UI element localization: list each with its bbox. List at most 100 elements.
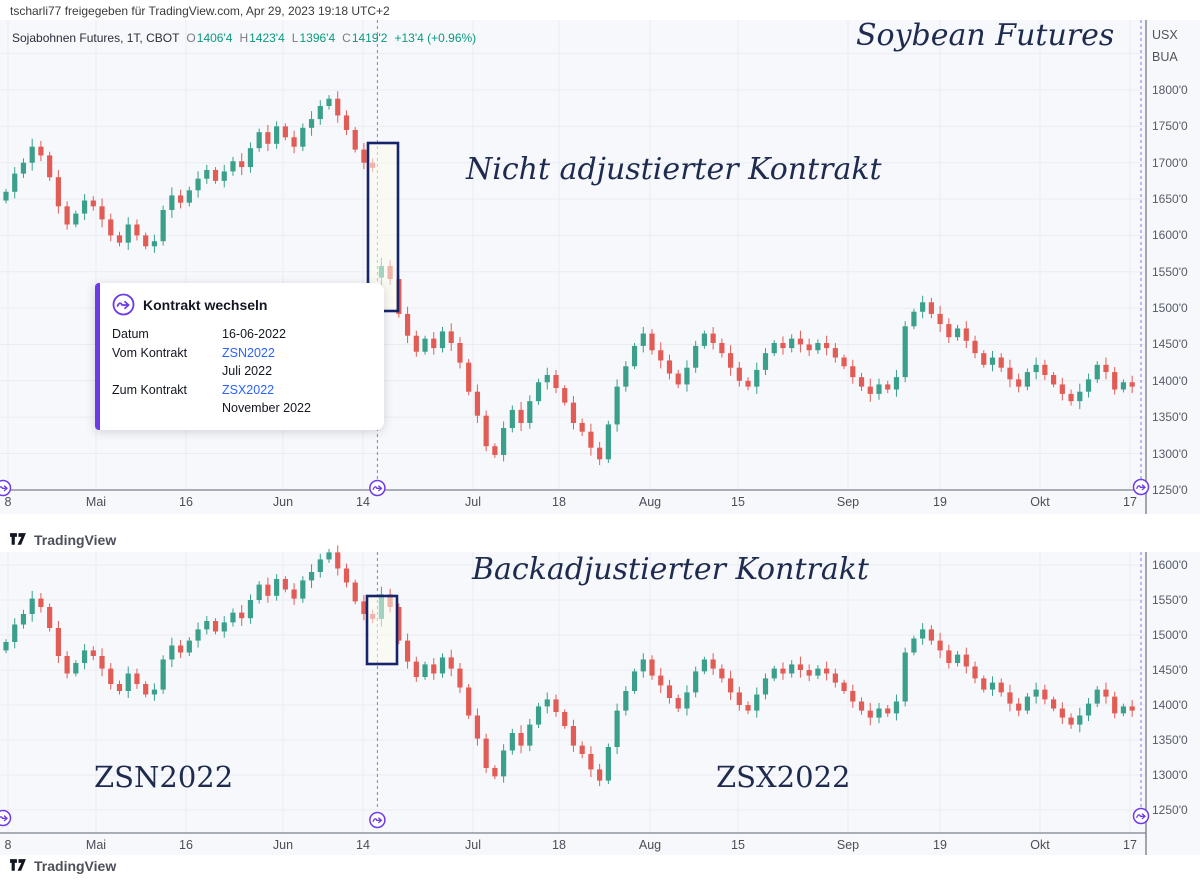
time-label[interactable]: 19 — [933, 838, 947, 852]
time-label[interactable]: 14 — [356, 495, 370, 509]
candle-body — [12, 624, 18, 642]
time-label[interactable]: Aug — [638, 838, 662, 852]
price-label[interactable]: 1750'0 — [1152, 119, 1188, 134]
price-label[interactable]: 1550'0 — [1152, 264, 1188, 279]
time-label[interactable]: Sep — [836, 838, 860, 852]
time-label[interactable]: Jul — [465, 495, 481, 509]
price-label[interactable]: 1550'0 — [1152, 593, 1188, 607]
price-label[interactable]: 1600'0 — [1152, 558, 1188, 572]
switch-highlight-box[interactable] — [365, 594, 399, 666]
bottom-chart-panel[interactable] — [0, 552, 1200, 855]
candle-body — [1112, 372, 1118, 390]
candle-body — [981, 678, 987, 690]
legend-ohlc-letter: O — [186, 31, 196, 45]
time-label[interactable]: Aug — [638, 495, 662, 509]
contract-switch-marker-icon[interactable] — [0, 479, 12, 497]
candle-body — [614, 386, 620, 425]
time-label[interactable]: 17 — [1123, 495, 1137, 509]
legend-ohlc-letter: L — [291, 31, 299, 45]
contract-switch-marker-icon[interactable] — [1132, 478, 1150, 496]
candle-body — [29, 146, 35, 163]
tradingview-logo[interactable]: TradingView — [9, 531, 116, 548]
annotation-main-title[interactable]: Soybean Futures — [856, 18, 1115, 53]
candle-body — [308, 572, 315, 581]
time-label[interactable]: 17 — [1123, 838, 1137, 852]
contract-switch-marker-icon[interactable] — [369, 479, 386, 497]
annotation-right-contract[interactable]: ZSX2022 — [716, 760, 851, 794]
candle-body — [841, 357, 847, 367]
candle-body — [981, 353, 987, 365]
price-label[interactable]: 1600'0 — [1152, 228, 1188, 243]
time-label[interactable]: 18 — [552, 838, 566, 852]
time-label[interactable]: 19 — [933, 495, 947, 509]
contract-switch-marker-icon[interactable] — [369, 811, 386, 829]
time-label[interactable]: Mai — [85, 838, 107, 852]
price-label[interactable]: 1500'0 — [1152, 628, 1188, 642]
price-label[interactable]: 1650'0 — [1152, 192, 1188, 207]
candle-body — [911, 638, 917, 653]
candle-body — [352, 129, 358, 150]
symbol-title[interactable]: Sojabohnen Futures, 1T, CBOT — [12, 31, 180, 45]
candle-body — [90, 200, 96, 207]
tooltip-row-label: Zum Kontrakt — [112, 382, 188, 397]
price-label[interactable]: 1400'0 — [1152, 698, 1188, 712]
candle-body — [247, 148, 254, 168]
time-label[interactable]: Mai — [85, 495, 107, 509]
price-label[interactable]: 1250'0 — [1152, 803, 1188, 817]
price-label[interactable]: 1300'0 — [1152, 768, 1188, 782]
candle-body — [780, 668, 786, 674]
candle-body — [518, 733, 524, 746]
candle-body — [832, 348, 838, 358]
candle-body — [1042, 364, 1048, 375]
price-label[interactable]: 1400'0 — [1152, 373, 1188, 388]
candle-body — [483, 415, 489, 447]
candle-body — [230, 612, 236, 623]
candle-body — [1007, 367, 1013, 380]
time-label[interactable]: 15 — [731, 495, 745, 509]
time-label[interactable]: Okt — [1030, 495, 1050, 509]
candle-body — [1042, 689, 1048, 700]
time-label[interactable]: 18 — [552, 495, 566, 509]
price-label[interactable]: 1450'0 — [1152, 337, 1188, 352]
price-label[interactable]: 1700'0 — [1152, 155, 1188, 170]
time-label[interactable]: Sep — [836, 495, 860, 509]
time-label[interactable]: 8 — [4, 495, 12, 509]
time-label[interactable]: 14 — [356, 838, 370, 852]
symbol-legend[interactable]: Sojabohnen Futures, 1T, CBOT O1406'4 H1423… — [12, 31, 476, 45]
time-label[interactable]: Okt — [1030, 838, 1050, 852]
candle-body — [274, 126, 280, 144]
contract-switch-marker-icon[interactable] — [0, 809, 12, 827]
time-label[interactable]: Jun — [272, 495, 294, 509]
annotation-left-contract[interactable]: ZSN2022 — [94, 760, 234, 794]
price-label[interactable]: 1800'0 — [1152, 83, 1188, 97]
candle-body — [1016, 703, 1022, 711]
tooltip-contract-link[interactable]: ZSN2022 — [222, 345, 275, 360]
candle-body — [457, 342, 463, 363]
time-label[interactable]: Jul — [465, 838, 481, 852]
time-label[interactable]: Jun — [272, 838, 294, 852]
candle-body — [771, 342, 777, 354]
tooltip-contract-link[interactable]: ZSX2022 — [222, 382, 275, 397]
contract-switch-marker-icon[interactable] — [1132, 807, 1150, 825]
tradingview-logo-bottom[interactable]: TradingView — [9, 857, 116, 874]
candle-body — [867, 710, 873, 718]
candle-body — [588, 754, 594, 770]
price-label[interactable]: 1350'0 — [1152, 733, 1188, 747]
candle-body — [116, 235, 123, 243]
time-label[interactable]: 16 — [179, 495, 193, 509]
top-chart-panel[interactable] — [0, 20, 1200, 514]
annotation-bottom-panel[interactable]: Backadjustierter Kontrakt — [472, 552, 869, 587]
candle-body — [684, 692, 690, 709]
price-label[interactable]: 1300'0 — [1152, 446, 1188, 461]
price-label[interactable]: 1450'0 — [1152, 663, 1188, 677]
tooltip-row: Zum Kontrakt ZSX2022 — [112, 381, 370, 400]
candle-body — [1059, 384, 1065, 394]
time-label[interactable]: 8 — [4, 838, 12, 852]
price-label[interactable]: 1350'0 — [1152, 410, 1188, 425]
annotation-top-panel[interactable]: Nicht adjustierter Kontrakt — [466, 152, 882, 187]
price-label[interactable]: 1500'0 — [1152, 301, 1188, 316]
price-label[interactable]: 1250'0 — [1152, 482, 1188, 497]
time-label[interactable]: 15 — [731, 838, 745, 852]
time-label[interactable]: 16 — [179, 838, 193, 852]
